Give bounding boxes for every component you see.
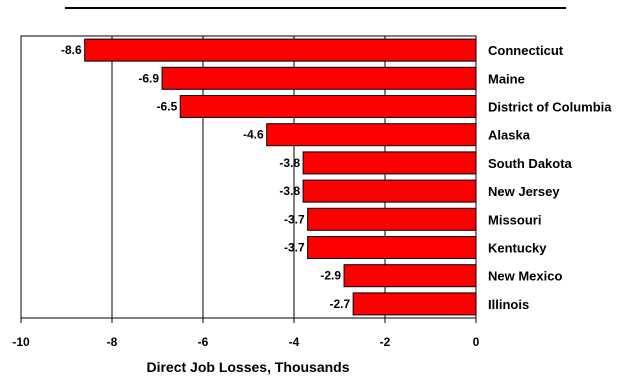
bar-value-label: -6.9 <box>138 71 159 85</box>
category-label: New Jersey <box>488 184 560 199</box>
bar-value-label: -4.6 <box>243 128 264 142</box>
bar <box>307 207 477 231</box>
bar <box>343 264 477 288</box>
category-label: Kentucky <box>488 241 547 256</box>
bars <box>84 38 477 316</box>
category-label: District of Columbia <box>488 100 612 115</box>
bar-value-label: -3.7 <box>284 212 305 226</box>
category-label: Alaska <box>488 128 531 143</box>
x-axis-title: Direct Job Losses, Thousands <box>146 359 349 375</box>
bar <box>307 236 477 259</box>
bar-value-label: -3.8 <box>279 156 300 170</box>
category-label: New Mexico <box>488 269 562 284</box>
x-tick-label: -6 <box>198 335 209 349</box>
x-tick-label: 0 <box>473 335 480 349</box>
bar-value-label: -3.8 <box>279 184 300 198</box>
bar-value-label: -2.7 <box>329 297 350 311</box>
bar <box>302 151 477 175</box>
bar <box>161 66 477 90</box>
bar-value-label: -2.9 <box>320 269 341 283</box>
value-labels: -8.6 -6.9 -6.5 -4.6 -3.8 -3.8 -3.7 -3.7 -2.9 -2.7 <box>61 43 350 311</box>
bar <box>352 292 477 316</box>
category-label: Connecticut <box>488 43 564 58</box>
bar-value-label: -6.5 <box>157 100 178 114</box>
bar <box>179 95 477 118</box>
x-tick-label: -4 <box>289 335 300 349</box>
bar-value-label: -8.6 <box>61 43 82 57</box>
bar <box>84 38 477 62</box>
category-label: Illinois <box>488 297 529 312</box>
category-labels: Connecticut Maine District of Columbia Alas… <box>488 43 612 312</box>
category-label: Missouri <box>488 212 541 227</box>
bar-value-label: -3.7 <box>284 241 305 255</box>
bar <box>302 179 477 203</box>
x-tick-label: -8 <box>107 335 118 349</box>
x-tick-label: -2 <box>380 335 391 349</box>
plot-area-frame <box>20 35 477 319</box>
category-label: Maine <box>488 71 525 86</box>
bar <box>266 123 477 147</box>
x-tick-label: -10 <box>12 335 30 349</box>
x-axis-ticks: -10 -8 -6 -4 -2 0 <box>12 318 480 349</box>
category-label: South Dakota <box>488 156 573 171</box>
